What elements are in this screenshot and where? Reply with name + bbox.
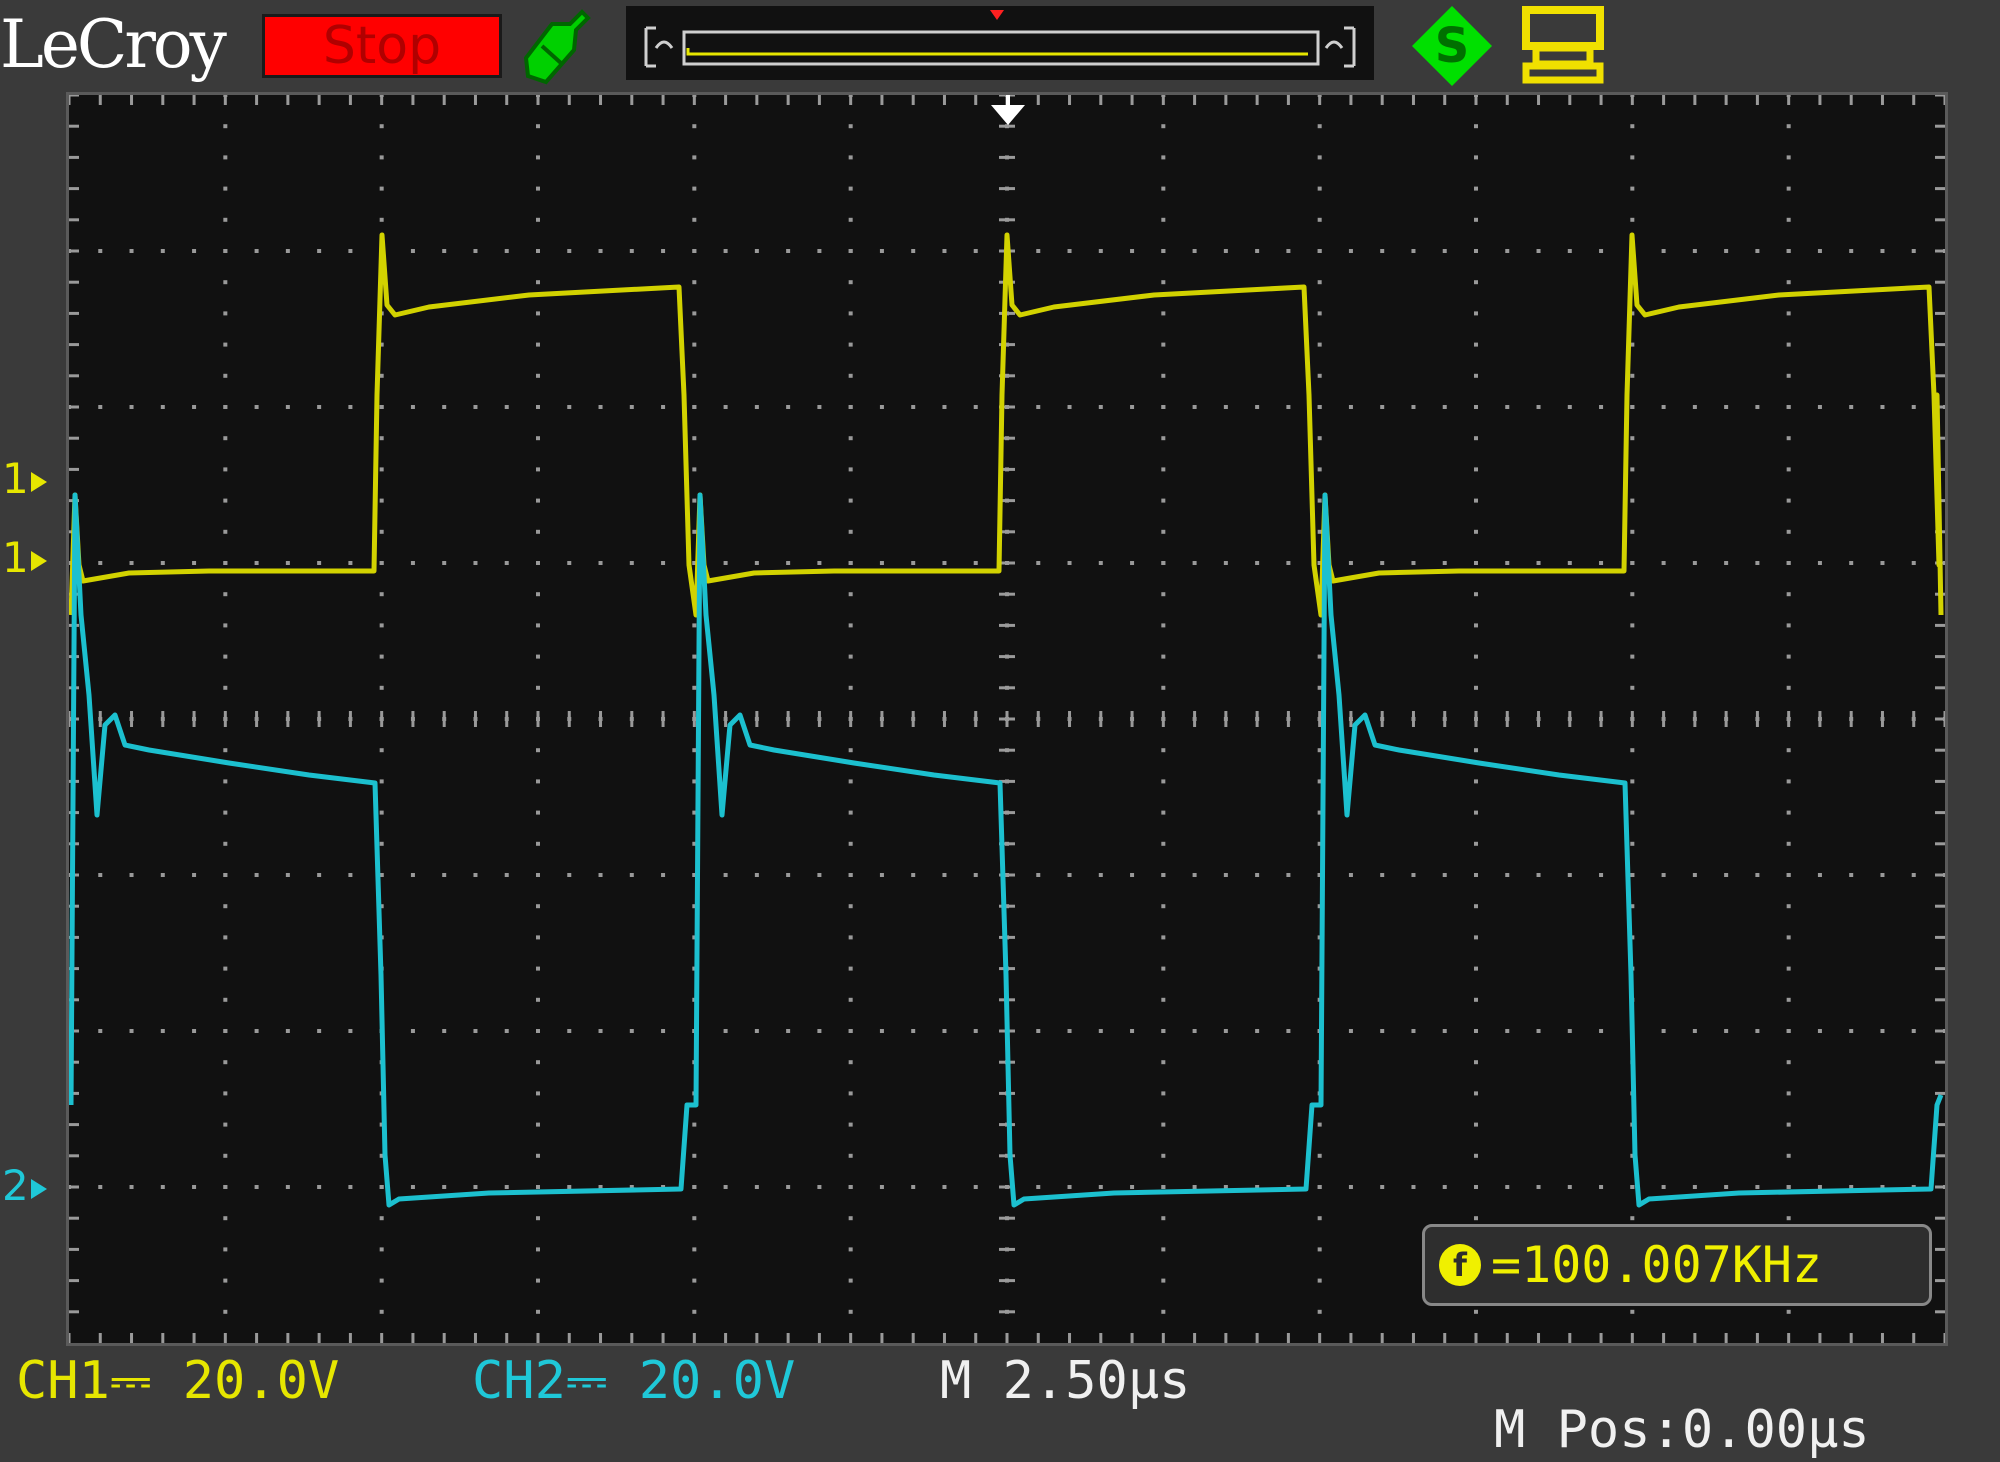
ch1-scale[interactable]: CH1⎓ 20.0V xyxy=(16,1351,340,1411)
ch2-scale[interactable]: CH2⎓ 20.0V xyxy=(472,1351,796,1411)
run-stop-status[interactable]: Stop xyxy=(262,14,502,78)
horizontal-position[interactable]: M Pos:0.00μs xyxy=(1494,1400,1870,1460)
printer-icon xyxy=(1522,6,1604,84)
waveform-display[interactable] xyxy=(66,92,1948,1346)
timebase-scale[interactable]: M 2.50μs xyxy=(940,1351,1191,1411)
ch1-reference-marker[interactable]: 1 xyxy=(2,454,47,504)
trigger-armed-icon xyxy=(512,4,598,90)
brand-logo: LeCroy xyxy=(0,6,227,83)
frequency-readout[interactable]: f =100.007KHz xyxy=(1422,1224,1932,1306)
frequency-icon: f xyxy=(1439,1243,1481,1286)
waveform-overview-bar xyxy=(626,6,1374,80)
sample-mode-icon: S xyxy=(1412,6,1492,86)
frequency-value: =100.007KHz xyxy=(1491,1236,1823,1294)
ch1-waveform xyxy=(69,232,1944,618)
ch2-ground-marker[interactable]: 2 xyxy=(2,1161,47,1211)
ch1-ground-marker[interactable]: 1 xyxy=(2,533,47,583)
svg-text:S: S xyxy=(1435,18,1470,74)
ch2-waveform xyxy=(69,492,1944,1208)
trigger-position-marker xyxy=(991,105,1025,125)
